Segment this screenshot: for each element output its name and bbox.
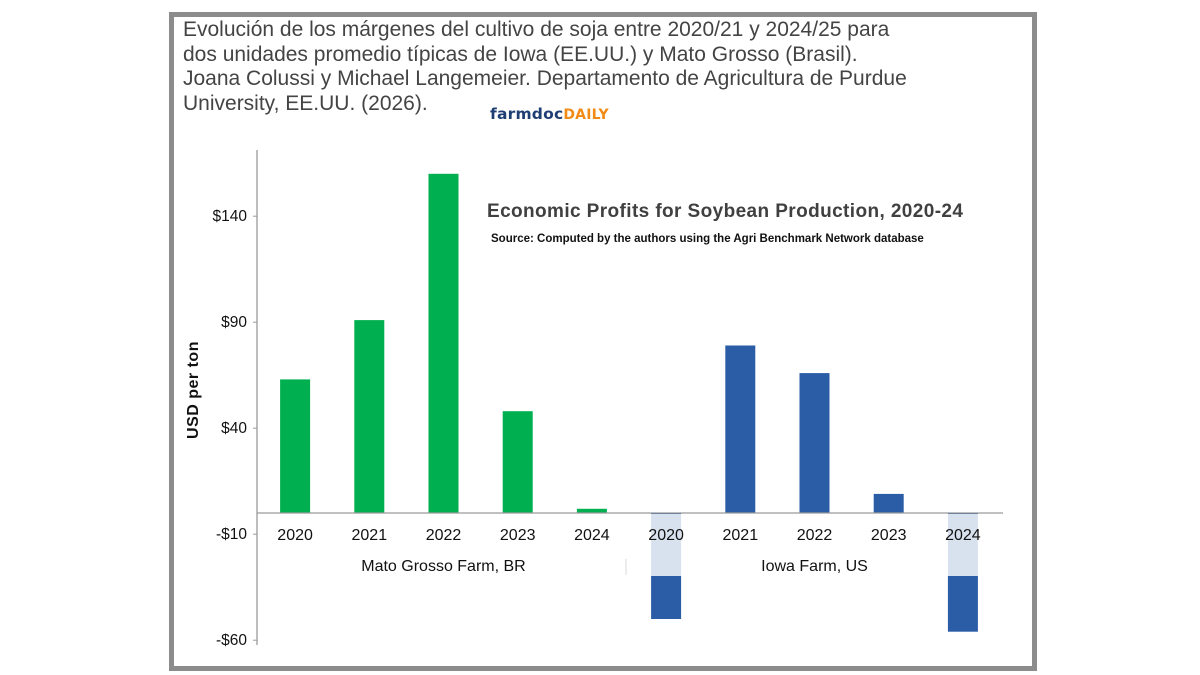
y-tick-label: -$60 <box>216 632 247 649</box>
category-label-band <box>258 514 1003 576</box>
chart-subtitle: Source: Computed by the authors using th… <box>491 233 924 245</box>
y-tick-label: $140 <box>213 208 248 225</box>
caption-line: Joana Colussi y Michael Langemeier. Depa… <box>183 67 907 90</box>
y-tick-label: $90 <box>221 314 247 331</box>
x-tick-label: 2022 <box>426 527 462 544</box>
x-tick-label: 2024 <box>574 527 610 544</box>
logo-daily: DAILY <box>563 107 609 123</box>
x-tick-label: 2022 <box>797 527 833 544</box>
bar-mato-grosso-2020 <box>280 379 311 513</box>
bar-mato-grosso-2022 <box>428 173 459 514</box>
y-tick-label: -$10 <box>216 526 247 543</box>
bar-mato-grosso-2024 <box>576 508 607 513</box>
caption-line: dos unidades promedio típicas de Iowa (E… <box>183 42 858 66</box>
x-tick-label: 2021 <box>723 527 759 544</box>
y-axis-label: USD per ton <box>185 341 202 439</box>
x-tick-label: 2021 <box>352 527 388 544</box>
caption-line: Evolución de los márgenes del cultivo de… <box>183 18 890 41</box>
y-tick-label: $40 <box>221 420 247 437</box>
caption: Evolución de los márgenes del cultivo de… <box>183 18 1003 116</box>
bar-mato-grosso-2023 <box>502 411 533 513</box>
x-tick-label: 2023 <box>500 527 536 544</box>
bar-iowa-2022 <box>799 373 830 513</box>
x-tick-label: 2020 <box>277 527 313 544</box>
group-label: Mato Grosso Farm, BR <box>361 558 525 575</box>
axes-layer <box>253 150 1003 645</box>
bar-mato-grosso-2021 <box>354 320 385 513</box>
bar-iowa-2023 <box>873 493 904 513</box>
x-tick-label: 2020 <box>648 527 684 544</box>
logo-farmdoc: farmdoc <box>490 105 564 123</box>
labels-layer: $140 $90 $40 -$10 -$60 2020 2021 2022 2023 2024 Ma… <box>213 208 981 649</box>
chart-title: Economic Profits for Soybean Production,… <box>487 201 963 222</box>
x-tick-label: 2024 <box>945 527 981 544</box>
group-label: Iowa Farm, US <box>761 558 868 575</box>
bar-iowa-2021 <box>725 345 756 513</box>
caption-line: University, EE.UU. (2026). <box>183 91 428 115</box>
farmdoc-daily-logo: farmdocDAILY <box>490 105 609 123</box>
x-tick-label: 2023 <box>871 527 907 544</box>
